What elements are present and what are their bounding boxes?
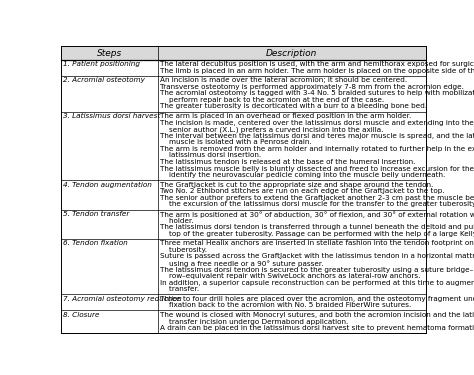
Text: 8. Closure: 8. Closure (64, 312, 100, 318)
Bar (61, 310, 426, 333)
Text: Three to four drill holes are placed over the acromion, and the osteotomy fragme: Three to four drill holes are placed ove… (160, 296, 474, 302)
Text: transfer.: transfer. (160, 286, 199, 292)
Text: Description: Description (266, 48, 318, 57)
Text: latissimus dorsi insertion.: latissimus dorsi insertion. (160, 152, 261, 158)
Bar (61, 180, 426, 210)
Bar (61, 294, 426, 310)
Bar (61, 76, 426, 111)
Text: 3. Latissimus dorsi harvest: 3. Latissimus dorsi harvest (64, 113, 161, 119)
Text: tuberosity.: tuberosity. (160, 247, 207, 253)
Text: The limb is placed in an arm holder. The arm holder is placed on the opposite si: The limb is placed in an arm holder. The… (160, 68, 474, 74)
Text: using a free needle or a 90° suture passer.: using a free needle or a 90° suture pass… (160, 260, 323, 267)
Bar (61, 111, 426, 180)
Text: 6. Tendon fixation: 6. Tendon fixation (64, 240, 128, 246)
Text: identify the neurovascular pedicle coming into the muscle belly underneath.: identify the neurovascular pedicle comin… (160, 172, 445, 178)
Text: Three metal Healix anchors are inserted in stellate fashion into the tendon foot: Three metal Healix anchors are inserted … (160, 240, 474, 246)
Text: 7. Acromial osteotomy reduction: 7. Acromial osteotomy reduction (64, 296, 182, 302)
Text: The lateral decubitus position is used, with the arm and hemithorax exposed for : The lateral decubitus position is used, … (160, 61, 474, 67)
Text: The acromial osteotomy is tagged with 3-4 No. 5 braided sutures to help with mob: The acromial osteotomy is tagged with 3-… (160, 90, 474, 96)
Text: row–equivalent repair with SwiveLock anchors as lateral-row anchors.: row–equivalent repair with SwiveLock anc… (160, 273, 420, 279)
Text: 1. Patient positioning: 1. Patient positioning (64, 61, 140, 67)
Text: 2. Acromial osteotomy: 2. Acromial osteotomy (64, 77, 145, 83)
Text: The senior author prefers to extend the GraftJacket another 2-3 cm past the musc: The senior author prefers to extend the … (160, 195, 474, 201)
Bar (61, 60, 426, 76)
Text: The arm is removed from the arm holder and internally rotated to further help in: The arm is removed from the arm holder a… (160, 146, 474, 152)
Text: transfer incision undergo Dermabond application.: transfer incision undergo Dermabond appl… (160, 318, 348, 324)
Text: The wound is closed with Monocryl sutures, and both the acromion incision and th: The wound is closed with Monocryl suture… (160, 312, 474, 318)
Text: Transverse osteotomy is performed approximately 7-8 mm from the acromion edge.: Transverse osteotomy is performed approx… (160, 84, 464, 90)
Text: The arm is placed in an overhead or flexed position in the arm holder.: The arm is placed in an overhead or flex… (160, 113, 411, 119)
Bar (61, 46, 426, 60)
Text: The greater tuberosity is decorticated with a burr to a bleeding bone bed.: The greater tuberosity is decorticated w… (160, 104, 427, 110)
Text: perform repair back to the acromion at the end of the case.: perform repair back to the acromion at t… (160, 97, 384, 103)
Text: Suture is passed across the GraftJacket with the latissimus tendon in a horizont: Suture is passed across the GraftJacket … (160, 254, 474, 260)
Text: The interval between the latissimus dorsi and teres major muscle is spread, and : The interval between the latissimus dors… (160, 133, 474, 139)
Text: senior author (X.L.) prefers a curved incision into the axilla.: senior author (X.L.) prefers a curved in… (160, 126, 383, 133)
Text: An incision is made over the lateral acromion; it should be centered.: An incision is made over the lateral acr… (160, 77, 407, 83)
Text: The latissimus dorsi tendon is secured to the greater tuberosity using a suture : The latissimus dorsi tendon is secured t… (160, 267, 474, 273)
Text: The latissimus tendon is released at the base of the humeral insertion.: The latissimus tendon is released at the… (160, 159, 415, 165)
Text: The latissimus muscle belly is bluntly dissected and freed to increase excursion: The latissimus muscle belly is bluntly d… (160, 166, 474, 172)
Text: The latissimus dorsi tendon is transferred through a tunnel beneath the deltoid : The latissimus dorsi tendon is transferr… (160, 224, 474, 230)
Text: fixation back to the acromion with No. 5 braided FiberWire sutures.: fixation back to the acromion with No. 5… (160, 302, 411, 308)
Bar (61, 210, 426, 239)
Text: The arm is positioned at 30° of abduction, 30° of flexion, and 30° of external r: The arm is positioned at 30° of abductio… (160, 211, 474, 218)
Text: holder.: holder. (160, 217, 193, 223)
Bar (61, 239, 426, 294)
Text: top of the greater tuberosity. Passage can be performed with the help of a large: top of the greater tuberosity. Passage c… (160, 231, 474, 237)
Text: 4. Tendon augmentation: 4. Tendon augmentation (64, 182, 152, 188)
Text: 5. Tendon transfer: 5. Tendon transfer (64, 211, 130, 217)
Text: Two No. 2 Ethibond stitches are run on each edge of the GraftJacket to the top.: Two No. 2 Ethibond stitches are run on e… (160, 188, 445, 194)
Text: The incision is made, centered over the latissimus dorsi muscle and extending in: The incision is made, centered over the … (160, 120, 474, 126)
Text: the excursion of the latissimus dorsi muscle for the transfer to the greater tub: the excursion of the latissimus dorsi mu… (160, 201, 474, 207)
Text: muscle is isolated with a Penrose drain.: muscle is isolated with a Penrose drain. (160, 139, 311, 145)
Text: The GraftJacket is cut to the appropriate size and shape around the tendon.: The GraftJacket is cut to the appropriat… (160, 182, 433, 188)
Text: In addition, a superior capsule reconstruction can be performed at this time to : In addition, a superior capsule reconstr… (160, 280, 474, 286)
Text: A drain can be placed in the latissimus dorsi harvest site to prevent hematoma f: A drain can be placed in the latissimus … (160, 325, 474, 331)
Text: Steps: Steps (97, 48, 122, 57)
